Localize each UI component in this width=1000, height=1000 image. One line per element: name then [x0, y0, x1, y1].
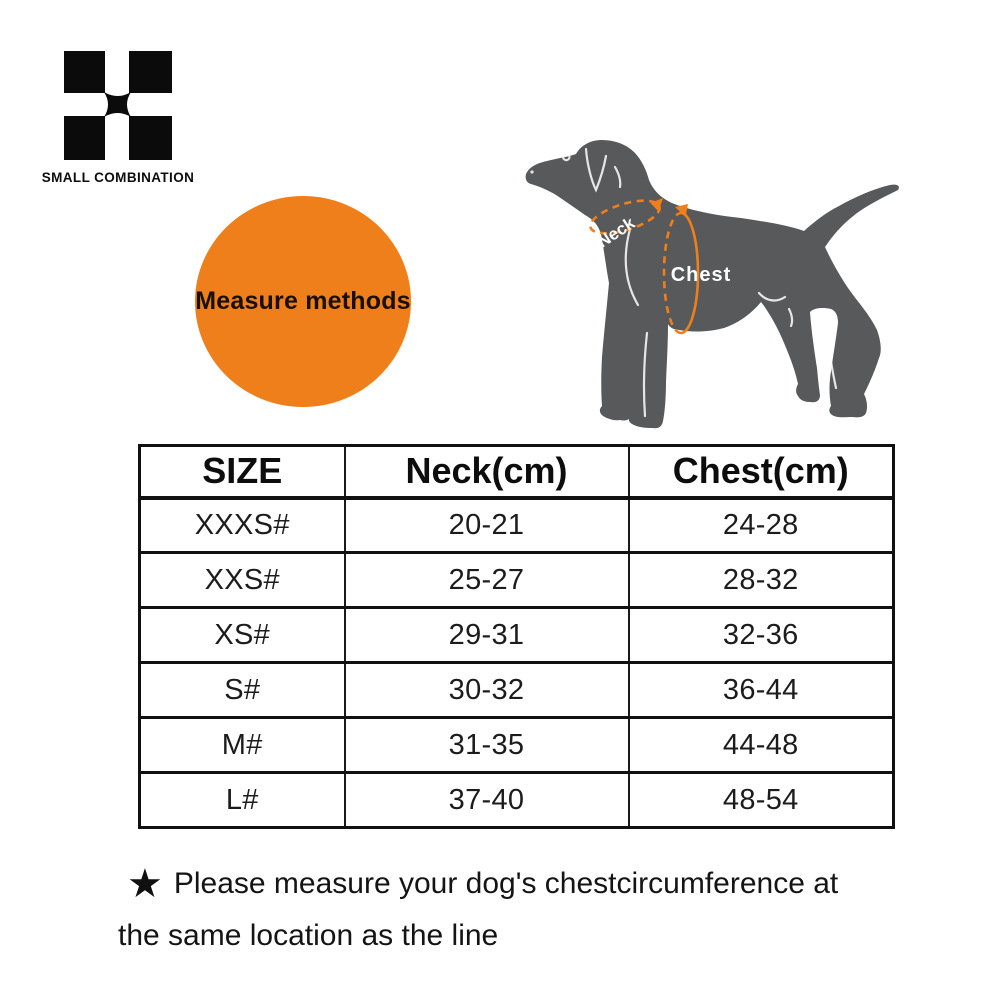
chest-arrowhead: [675, 204, 688, 217]
size-cell: M#: [138, 716, 346, 774]
note-text-1: Please measure your dog's chestcircumfer…: [173, 867, 839, 900]
table-row: S# 30-32 36-44: [138, 661, 895, 719]
chest-cell: 36-44: [627, 661, 895, 719]
note-line-2: the same location as the line: [118, 919, 499, 952]
groin-crease: [787, 307, 794, 328]
table-row: XS# 29-31 32-36: [138, 606, 895, 664]
neck-cell: 31-35: [343, 716, 630, 774]
measuring-lines: [589, 198, 700, 335]
neck-cell: 25-27: [343, 551, 630, 609]
chest-cell: 48-54: [627, 771, 895, 829]
hind-leg-line: [828, 353, 838, 390]
brand-logo: SMALL COMBINATION: [40, 50, 196, 185]
column-header-size: SIZE: [138, 444, 346, 500]
column-header-chest: Chest(cm): [627, 444, 895, 500]
neck-arrowhead: [650, 198, 663, 212]
front-leg-separator: [642, 331, 649, 418]
chest-measure-solid: [680, 211, 700, 335]
dog-silhouette: [525, 140, 899, 429]
chest-cell: 28-32: [627, 551, 895, 609]
chest-cell: 24-28: [627, 496, 895, 554]
table-row: L# 37-40 48-54: [138, 771, 895, 829]
table-header-row: SIZE Neck(cm) Chest(cm): [138, 444, 895, 500]
measure-methods-label: Measure methods: [195, 287, 411, 315]
table-row: M# 31-35 44-48: [138, 716, 895, 774]
ear-outline: [584, 147, 608, 193]
size-cell: L#: [138, 771, 346, 829]
table-row: XXXS# 20-21 24-28: [138, 496, 895, 554]
chest-cell: 32-36: [627, 606, 895, 664]
neck-cell: 20-21: [343, 496, 630, 554]
dog-measure-diagram: Neck Chest: [525, 140, 899, 429]
neck-crease: [613, 165, 622, 189]
size-cell: XS#: [138, 606, 346, 664]
chest-label: Chest: [671, 264, 732, 286]
brand-logo-icon: [64, 51, 172, 160]
size-cell: XXS#: [138, 551, 346, 609]
note-line-1: ★ Please measure your dog's chestcircumfe…: [118, 858, 920, 910]
measure-note: ★ Please measure your dog's chestcircumfe…: [118, 858, 920, 962]
size-cell: S#: [138, 661, 346, 719]
column-header-neck: Neck(cm): [343, 444, 630, 500]
neck-cell: 37-40: [343, 771, 630, 829]
shoulder-line: [624, 227, 640, 307]
neck-cell: 30-32: [343, 661, 630, 719]
dog-detail-lines: [530, 147, 838, 418]
thigh-line: [757, 291, 787, 302]
measure-methods-badge: Measure methods: [195, 196, 411, 407]
nostril-mark: [530, 170, 534, 174]
eye-mark: [562, 152, 571, 162]
table-row: XXS# 25-27 28-32: [138, 551, 895, 609]
star-icon: ★: [127, 862, 163, 906]
size-table: SIZE Neck(cm) Chest(cm) XXXS# 20-21 24-2…: [138, 444, 895, 829]
neck-cell: 29-31: [343, 606, 630, 664]
brand-name: SMALL COMBINATION: [41, 170, 195, 185]
chest-measure-dashed: [662, 211, 682, 335]
chest-cell: 44-48: [627, 716, 895, 774]
size-cell: XXXS#: [138, 496, 346, 554]
